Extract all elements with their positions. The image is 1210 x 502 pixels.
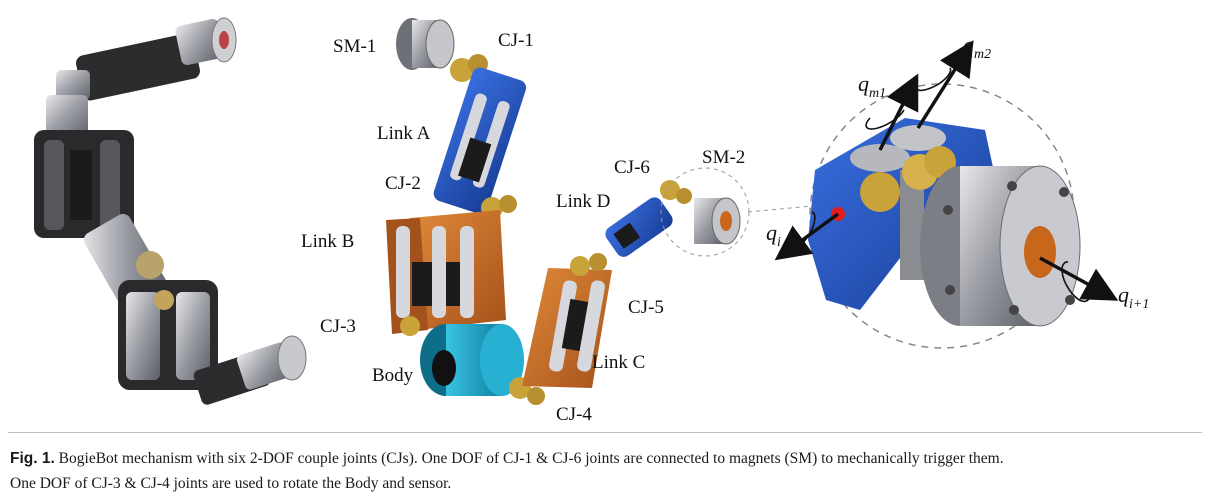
label-q-i: qi: [766, 220, 781, 250]
label-q-m1: qm1: [858, 71, 886, 101]
label-body: Body: [372, 365, 414, 386]
figure-caption: Fig. 1. BogieBot mechanism with six 2-DO…: [10, 446, 1200, 496]
figure-illustration: SM-1 CJ-1 Link A CJ-2 Link B CJ-3 Body C…: [34, 17, 1149, 425]
label-cj-3: CJ-3: [320, 316, 356, 337]
label-sm-2: SM-2: [702, 147, 745, 168]
link-b-shape: [386, 210, 506, 334]
label-cj-1: CJ-1: [498, 30, 534, 51]
caption-text-line-2: One DOF of CJ-3 & CJ-4 joints are used t…: [10, 475, 452, 492]
label-link-a: Link A: [377, 123, 431, 144]
zoom-connector: [747, 205, 813, 213]
label-q-i-plus-1: qi+1: [1118, 282, 1149, 312]
caption-text-line-1: BogieBot mechanism with six 2-DOF couple…: [58, 450, 1004, 467]
label-cj-2: CJ-2: [385, 173, 421, 194]
robot-photo: [34, 17, 307, 405]
label-cj-5: CJ-5: [628, 297, 664, 318]
label-cj-6: CJ-6: [614, 157, 650, 178]
caption-label: Fig. 1.: [10, 450, 55, 467]
label-link-c: Link C: [592, 352, 645, 373]
label-link-b: Link B: [301, 231, 354, 252]
caption-line-1: Fig. 1. BogieBot mechanism with six 2-DO…: [10, 446, 1200, 471]
bogiebot-model: [386, 18, 750, 405]
joint-detail: [774, 40, 1119, 349]
label-q-m2: qm2: [963, 32, 991, 62]
label-cj-4: CJ-4: [556, 404, 592, 425]
caption-rule: [8, 432, 1202, 433]
label-link-d: Link D: [556, 191, 610, 212]
label-sm-1: SM-1: [333, 36, 376, 57]
